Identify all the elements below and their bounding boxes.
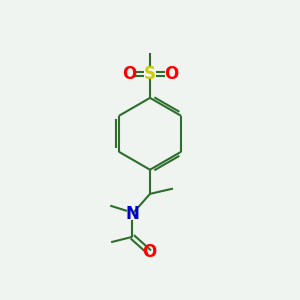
Text: O: O: [164, 65, 178, 83]
Text: O: O: [142, 243, 157, 261]
Text: O: O: [122, 65, 136, 83]
Text: S: S: [144, 65, 156, 83]
Text: N: N: [125, 205, 139, 223]
